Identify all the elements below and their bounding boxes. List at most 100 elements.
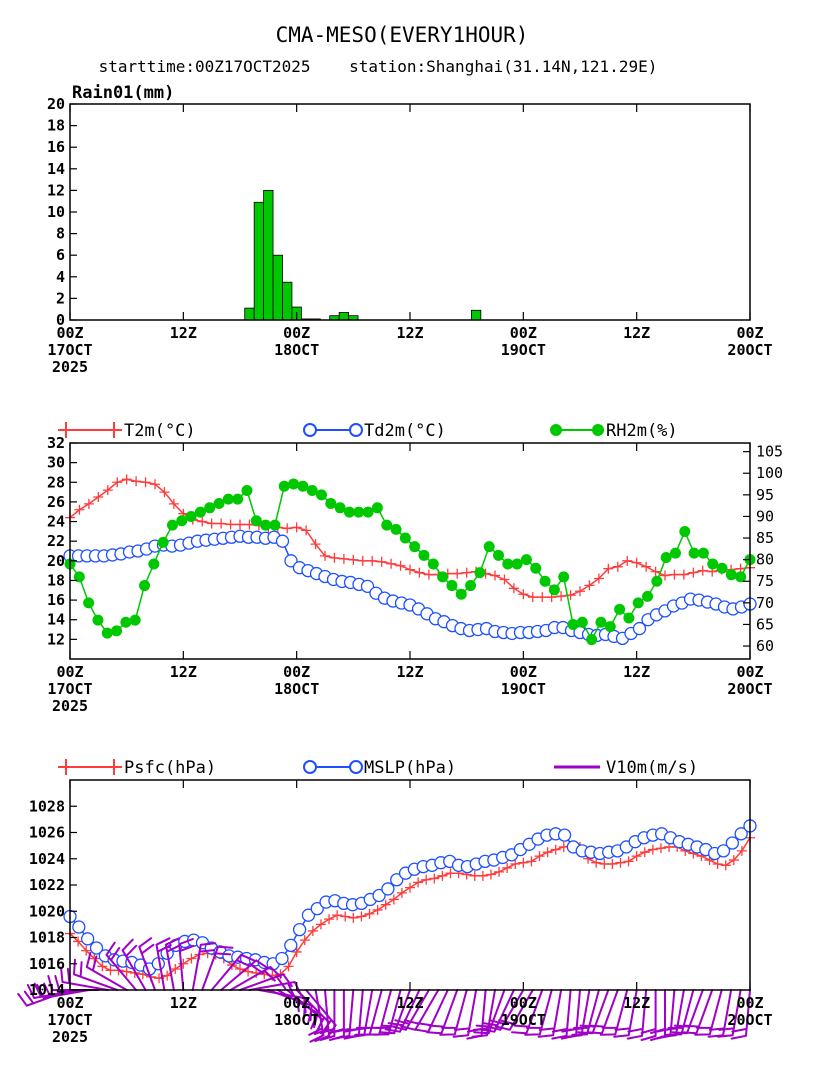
wind-barbs [17,937,751,1043]
wind-barb [452,989,478,1038]
series-point [197,516,208,527]
series-point [697,547,709,559]
series-point [176,515,188,527]
series-point [297,480,309,492]
series-point [390,523,402,535]
y-tick-label: 20 [47,95,65,113]
series-point [548,584,560,596]
series-point [291,946,302,957]
y-tick-label: 22 [47,532,65,550]
series-point [367,555,378,566]
y-tick-label: 30 [47,454,65,472]
series-point [72,920,86,934]
wind-barb [164,937,182,991]
wind-barb [650,989,666,1041]
series-point [194,506,206,518]
wind-barb [511,989,544,1035]
legend-rh2m: RH2m(%) [550,421,678,441]
series-point [386,558,397,569]
series-point [168,498,179,509]
series-point [712,859,723,869]
x-tick-date: 19OCT [501,680,546,698]
y-tick-label: 6 [56,246,65,264]
series-point [83,498,94,509]
series-point [716,844,731,858]
series-point [679,526,691,538]
legend-psfc-label: Psfc(hPa) [124,758,216,778]
series-point [437,571,449,583]
x-tick-date: 19OCT [501,1011,546,1029]
rain-bar [338,312,350,321]
series-point [474,567,486,579]
wind-barb [36,982,90,999]
series-point [567,618,579,630]
y-tick-label: 20 [47,552,65,570]
series-point [490,570,500,581]
y-tick-label: 1022 [29,876,65,894]
series-point [101,627,113,639]
rain-bars [244,189,482,321]
wind-barb [466,989,487,1040]
series-point [537,592,548,603]
series-point [376,556,387,567]
series-point [291,522,302,533]
series-point [306,485,318,497]
series-point [669,547,681,559]
series-point [502,558,514,570]
series-point [396,887,407,898]
series-point [725,569,737,581]
rain-bar [253,201,265,321]
series-point [614,603,626,615]
y-tick-label: 105 [756,443,783,461]
series-point [556,591,567,602]
series-point [81,945,92,956]
y-tick-label: 85 [756,529,774,547]
series-point [492,549,504,561]
series-point [381,882,395,896]
series-point [429,873,440,884]
pressure-plot-frame [69,779,751,991]
series-point [647,844,658,855]
series-point [282,523,293,534]
series-point [651,575,663,587]
series-point [461,567,472,578]
series-point [622,555,633,566]
series-point [607,859,618,869]
series-point [414,567,425,578]
wind-barb [479,989,515,1033]
series-point [639,847,650,858]
series-point [89,941,104,955]
series-point [483,541,495,553]
series-point [235,964,245,974]
y-tick-label: 26 [47,493,65,511]
series-point [102,485,113,496]
series-point [615,857,626,868]
x-tick-label: 00Z [56,324,83,342]
series-point [381,519,393,531]
series-point [725,836,739,850]
series-point [140,477,151,488]
wind-barb [586,989,619,1035]
x-tick-label: 00Z [736,663,763,681]
wind-barb [155,937,172,991]
series-point [603,563,614,574]
y-tick-label: 60 [756,637,774,655]
wind-barb [319,989,336,1041]
series-point [641,561,652,572]
series-point [364,908,375,919]
series-point [623,856,634,867]
x-tick-date: 18OCT [274,680,319,698]
series-point [405,882,415,893]
series-point [494,866,505,877]
series-point [632,597,644,609]
series-point [93,492,104,502]
series-point [83,597,95,609]
y-tick-label: 1024 [29,850,65,868]
y-tick-label: 1020 [29,902,65,920]
series-point [360,579,375,593]
series-point [612,561,623,572]
y-tick-label: 18 [47,117,65,135]
rain-bar [470,309,482,321]
series-point [631,851,642,862]
